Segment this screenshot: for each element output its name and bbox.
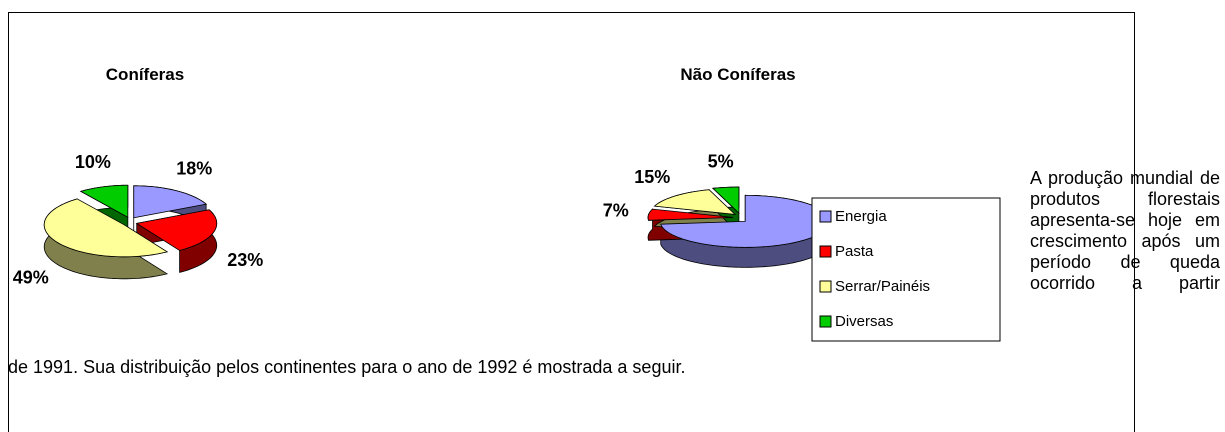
data-label: 5%	[708, 151, 734, 171]
legend-entry: Pasta	[835, 243, 874, 260]
legend-entry: Energia	[835, 208, 887, 225]
slice	[653, 189, 737, 215]
data-label: 7%	[603, 201, 629, 221]
slice	[647, 208, 734, 221]
legend-swatch	[819, 245, 832, 258]
chart-title: Não Coníferas	[680, 65, 795, 84]
legend: Energia Pasta Serrar/Painéis Diversas	[811, 197, 1001, 342]
data-label: 15%	[634, 167, 670, 187]
legend-entry: Serrar/Painéis	[835, 278, 930, 295]
slice	[660, 194, 831, 248]
chart-title: Coníferas	[106, 65, 184, 84]
data-label: 18%	[176, 158, 212, 178]
paragraph: de 1991. Sua distribuição pelos continen…	[8, 357, 686, 377]
slice	[43, 198, 169, 258]
legend-swatch	[819, 280, 832, 293]
data-label: 49%	[13, 268, 49, 288]
paragraph: A produção mundial de produtos florestai…	[1030, 168, 1220, 293]
data-label: 10%	[75, 152, 111, 172]
slice	[711, 186, 740, 214]
legend-box	[811, 197, 1001, 342]
slice	[135, 209, 218, 251]
data-label: 23%	[227, 250, 263, 270]
frame	[8, 12, 1135, 432]
legend-swatch	[819, 210, 832, 223]
slice	[133, 185, 208, 219]
pie-tops	[43, 184, 218, 258]
slice	[79, 184, 129, 218]
legend-entry: Diversas	[835, 313, 893, 330]
legend-swatch	[819, 315, 832, 328]
pie-tops	[647, 186, 831, 248]
